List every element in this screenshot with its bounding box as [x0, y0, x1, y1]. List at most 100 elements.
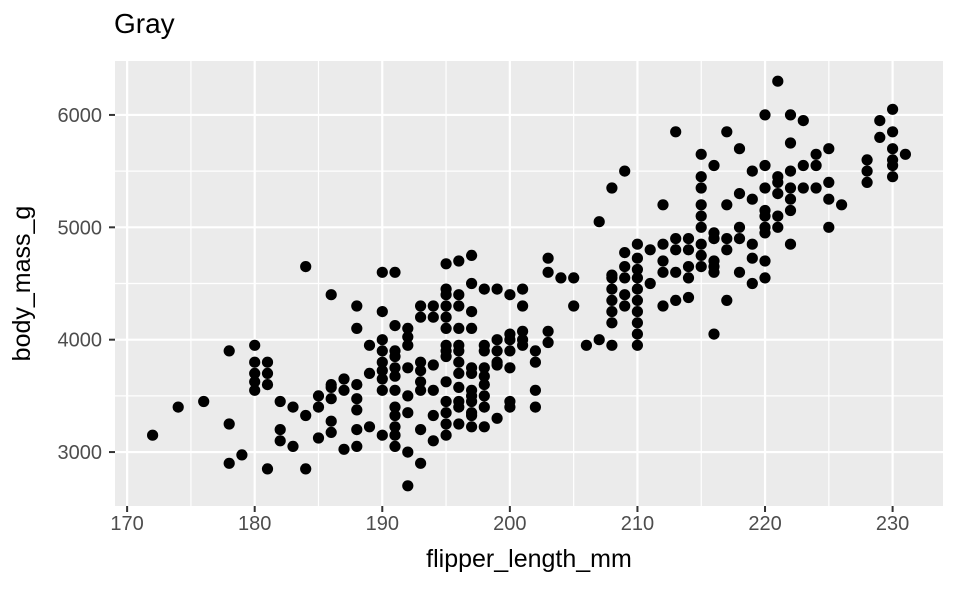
data-point [223, 345, 235, 357]
data-point [887, 143, 899, 155]
data-point [810, 159, 822, 172]
data-point [861, 165, 873, 177]
data-point [402, 446, 414, 458]
data-point [376, 384, 388, 396]
data-point [746, 277, 758, 290]
data-point [619, 247, 631, 259]
data-point [415, 384, 427, 396]
data-point [274, 424, 286, 436]
data-point [606, 294, 618, 306]
data-point [836, 199, 848, 211]
data-point [529, 356, 542, 368]
data-point [695, 238, 707, 250]
data-point [363, 421, 376, 433]
data-point [440, 350, 452, 363]
data-point [440, 311, 452, 323]
data-point [478, 370, 490, 382]
data-point [478, 362, 490, 374]
data-point [491, 412, 503, 424]
data-point [389, 362, 401, 374]
data-point [491, 334, 503, 346]
data-point [338, 443, 350, 455]
data-point [810, 182, 822, 194]
data-point [453, 300, 465, 312]
data-point [440, 300, 452, 312]
y-tick-label: 5000 [58, 217, 103, 239]
data-point [606, 306, 618, 318]
data-point [453, 418, 465, 430]
data-point [580, 339, 593, 351]
data-point [797, 182, 809, 194]
data-point [466, 277, 478, 290]
data-point [631, 339, 644, 351]
data-point [389, 266, 401, 278]
data-point [517, 283, 529, 295]
data-point [440, 258, 452, 270]
data-point [682, 233, 695, 245]
data-point [593, 216, 605, 228]
data-point [746, 193, 758, 205]
data-point [733, 221, 746, 233]
data-point [733, 143, 746, 155]
data-point [249, 367, 261, 379]
data-point [478, 401, 490, 413]
data-point [300, 463, 312, 475]
data-point [351, 404, 363, 416]
data-point [797, 159, 809, 172]
data-point [784, 137, 797, 149]
data-point [415, 365, 427, 377]
data-point [440, 407, 452, 419]
data-point [376, 306, 388, 318]
data-point [657, 199, 669, 211]
data-point [746, 252, 758, 264]
data-point [772, 176, 784, 188]
data-point [440, 322, 452, 334]
data-point [415, 300, 427, 312]
data-point [644, 244, 656, 256]
data-point [363, 339, 376, 351]
data-point [733, 188, 746, 200]
data-point [631, 263, 644, 276]
data-point [759, 210, 771, 222]
data-point [619, 272, 631, 284]
data-point [440, 429, 452, 441]
data-point [478, 283, 490, 295]
data-point [351, 424, 363, 436]
x-tick-label: 220 [748, 513, 781, 535]
data-point [491, 345, 503, 357]
data-point [874, 115, 886, 127]
data-point [784, 109, 797, 121]
data-point [517, 325, 529, 337]
data-point [249, 376, 261, 388]
data-point [695, 148, 707, 160]
data-point [899, 148, 912, 160]
data-point [670, 266, 682, 278]
data-point [529, 401, 542, 413]
data-point [517, 300, 529, 312]
data-point [466, 395, 478, 408]
data-point [466, 367, 478, 379]
data-point [619, 261, 631, 273]
data-point [300, 409, 312, 422]
data-point [784, 165, 797, 177]
data-point [325, 426, 337, 438]
data-point [453, 381, 465, 393]
data-point [759, 255, 771, 267]
data-point [389, 401, 401, 413]
data-point [631, 252, 644, 264]
data-point [657, 266, 669, 278]
data-point [759, 109, 771, 121]
data-point [823, 143, 835, 155]
data-point [402, 480, 414, 492]
data-point [823, 193, 835, 205]
x-tick-label: 190 [366, 513, 399, 535]
data-point [759, 182, 771, 194]
x-axis-title: flipper_length_mm [426, 545, 632, 573]
data-point [274, 435, 286, 447]
data-point [415, 311, 427, 323]
data-point [440, 289, 452, 301]
gridlines-major [115, 61, 943, 506]
data-point [542, 252, 554, 264]
data-point [389, 350, 401, 363]
data-point [389, 421, 401, 433]
